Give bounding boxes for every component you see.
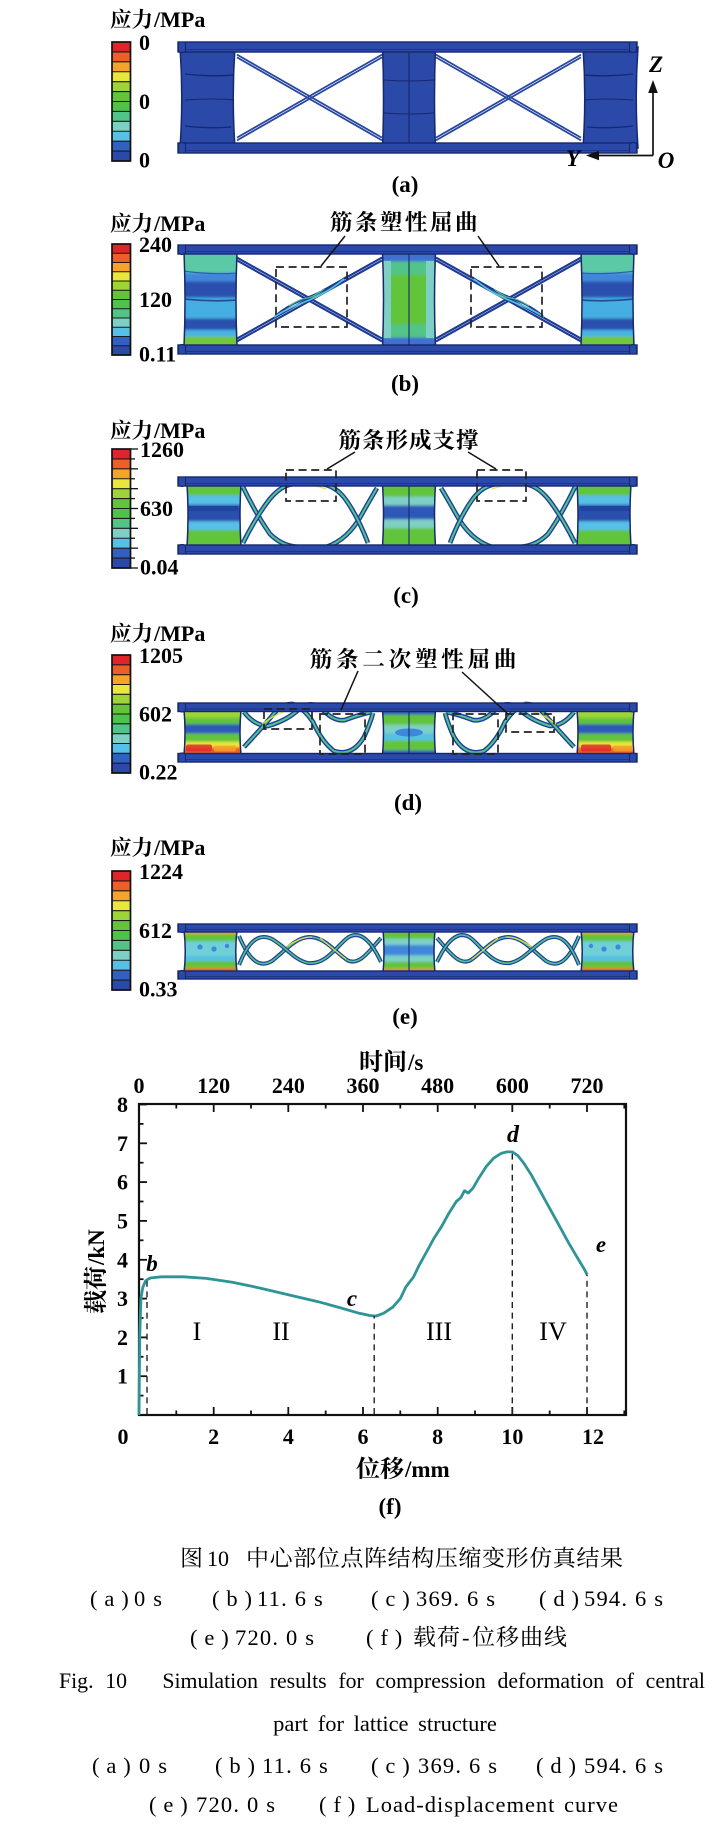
svg-text:( c ): ( c ): [371, 1586, 411, 1611]
svg-text:630: 630: [140, 496, 173, 521]
svg-text:6: 6: [357, 1424, 368, 1449]
svg-text:( e ): ( e ): [190, 1625, 230, 1650]
svg-text:720: 720: [570, 1073, 603, 1098]
svg-text:b: b: [146, 1251, 158, 1276]
svg-text:2: 2: [117, 1325, 128, 1350]
svg-text:/kN: /kN: [84, 1229, 109, 1266]
svg-text:Fig. 10 Simulation results f: Fig. 10 Simulation results for compressi…: [59, 1669, 705, 1693]
svg-text:0: 0: [139, 30, 150, 55]
svg-text:III: III: [426, 1317, 452, 1346]
svg-text:O: O: [658, 148, 675, 173]
svg-text:(e): (e): [392, 1004, 418, 1029]
svg-text:(a): (a): [392, 172, 419, 197]
svg-text:11. 6 s: 11. 6 s: [257, 1586, 324, 1611]
svg-text:( f ): ( f ): [366, 1625, 404, 1650]
svg-text:0: 0: [118, 1424, 129, 1449]
svg-text:602: 602: [139, 702, 172, 727]
svg-text:( d ): ( d ): [539, 1586, 580, 1611]
svg-text:3: 3: [117, 1286, 128, 1311]
svg-text:I: I: [193, 1317, 202, 1346]
svg-text:/MPa: /MPa: [153, 835, 205, 860]
svg-text:part for lattice structure: part for lattice structure: [273, 1711, 497, 1736]
svg-text:/MPa: /MPa: [153, 621, 205, 646]
svg-text:IV: IV: [539, 1317, 567, 1346]
svg-text:( f ): ( f ): [319, 1792, 357, 1817]
svg-text:( e ): ( e ): [149, 1792, 189, 1817]
svg-text:240: 240: [139, 232, 172, 257]
svg-text:720. 0 s: 720. 0 s: [196, 1792, 276, 1817]
svg-text:720. 0 s: 720. 0 s: [235, 1625, 315, 1650]
svg-text:Y: Y: [566, 146, 582, 171]
svg-text:Z: Z: [648, 52, 663, 77]
svg-text:480: 480: [421, 1073, 454, 1098]
svg-text:6: 6: [117, 1170, 128, 1195]
svg-text:612: 612: [139, 918, 172, 943]
svg-text:0.33: 0.33: [139, 977, 178, 1002]
svg-text:8: 8: [117, 1092, 128, 1117]
svg-text:0 s: 0 s: [139, 1753, 168, 1778]
svg-text:120: 120: [197, 1073, 230, 1098]
svg-text:( b ): ( b ): [212, 1586, 253, 1611]
svg-text:120: 120: [139, 287, 172, 312]
svg-text:(f): (f): [379, 1494, 402, 1519]
svg-text:(b): (b): [391, 371, 419, 396]
svg-text:( b ): ( b ): [215, 1753, 256, 1778]
svg-text:( a ): ( a ): [90, 1586, 130, 1611]
svg-text:0.04: 0.04: [140, 555, 179, 580]
svg-text:( c ): ( c ): [371, 1753, 411, 1778]
svg-text:( d ): ( d ): [536, 1753, 577, 1778]
svg-text:/s: /s: [407, 1050, 423, 1075]
svg-text:594. 6 s: 594. 6 s: [584, 1753, 664, 1778]
svg-text:10: 10: [207, 1546, 229, 1571]
svg-text:Load-displacement curve: Load-displacement curve: [366, 1792, 619, 1817]
svg-text:1: 1: [117, 1364, 128, 1389]
svg-text:/MPa: /MPa: [153, 211, 205, 236]
svg-text:/MPa: /MPa: [153, 418, 205, 443]
svg-text:12: 12: [582, 1424, 604, 1449]
svg-text:369. 6 s: 369. 6 s: [416, 1586, 496, 1611]
svg-text:11. 6 s: 11. 6 s: [262, 1753, 329, 1778]
svg-text:5: 5: [117, 1208, 128, 1233]
svg-text:d: d: [507, 1122, 520, 1148]
svg-text:/mm: /mm: [404, 1457, 450, 1482]
svg-text:0.11: 0.11: [139, 342, 176, 367]
svg-text:0 s: 0 s: [134, 1586, 163, 1611]
svg-text:2: 2: [208, 1424, 219, 1449]
svg-text:369. 6 s: 369. 6 s: [418, 1753, 498, 1778]
svg-text:e: e: [596, 1232, 606, 1257]
svg-text:(c): (c): [393, 583, 419, 608]
svg-text:8: 8: [432, 1424, 443, 1449]
svg-text:240: 240: [272, 1073, 305, 1098]
svg-text:360: 360: [346, 1073, 379, 1098]
svg-text:c: c: [347, 1286, 357, 1311]
svg-text:1260: 1260: [140, 437, 184, 462]
svg-text:0.22: 0.22: [139, 760, 178, 785]
svg-text:1224: 1224: [139, 859, 183, 884]
svg-text:-: -: [462, 1625, 470, 1650]
svg-text:600: 600: [496, 1073, 529, 1098]
svg-text:(d): (d): [394, 790, 422, 815]
svg-text:594. 6 s: 594. 6 s: [584, 1586, 664, 1611]
svg-text:7: 7: [117, 1131, 128, 1156]
svg-text:4: 4: [283, 1424, 294, 1449]
svg-text:0: 0: [134, 1073, 145, 1098]
svg-text:II: II: [272, 1317, 289, 1346]
svg-text:0: 0: [139, 148, 150, 173]
svg-text:( a ): ( a ): [92, 1753, 132, 1778]
svg-text:/MPa: /MPa: [153, 7, 205, 32]
svg-text:4: 4: [117, 1247, 128, 1272]
svg-text:0: 0: [139, 89, 150, 114]
svg-text:10: 10: [501, 1424, 523, 1449]
svg-text:1205: 1205: [139, 643, 183, 668]
